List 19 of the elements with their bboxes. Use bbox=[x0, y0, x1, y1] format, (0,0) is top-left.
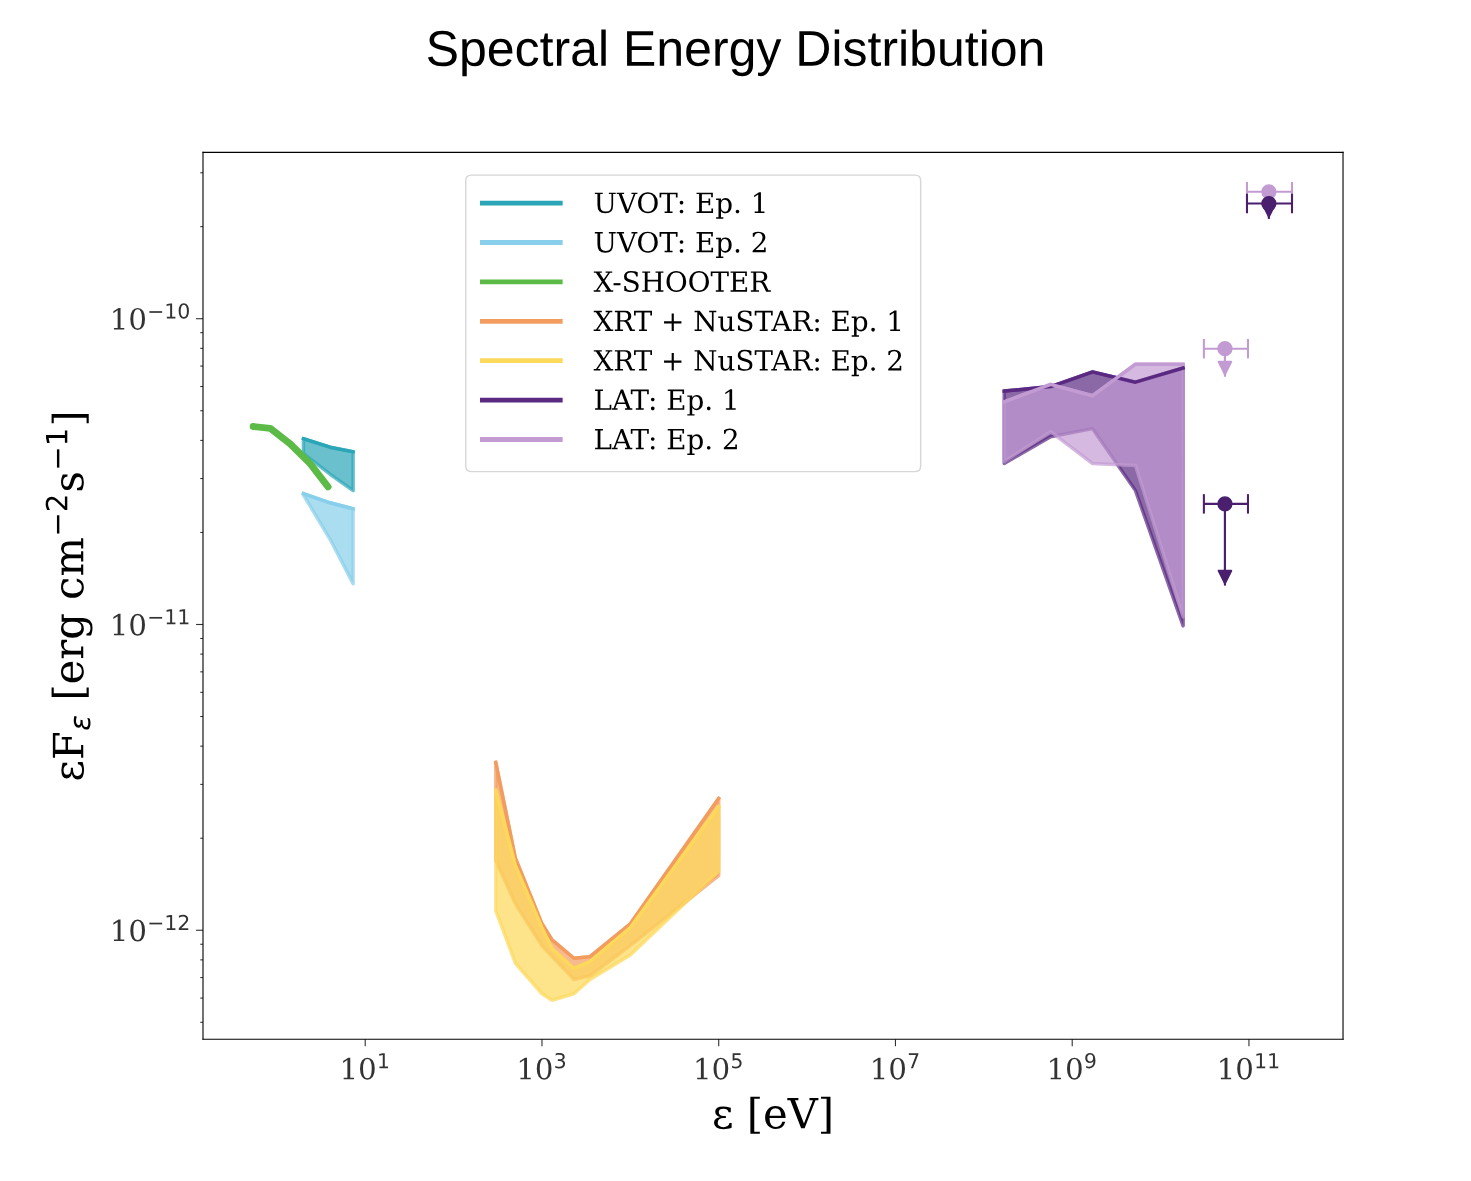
legend-label: X-SHOOTER bbox=[593, 271, 771, 293]
y-tick-label: 10$^{−11}$ bbox=[113, 609, 189, 636]
legend-label: LAT: Ep. 2 bbox=[595, 428, 737, 455]
legend-label: XRT + NuSTAR: Ep. 2 bbox=[593, 349, 902, 377]
chart-title: Spectral Energy Distribution bbox=[427, 29, 1043, 77]
x-tick-label: 10$^{1}$ bbox=[343, 1053, 389, 1080]
legend-label: LAT: Ep. 1 bbox=[595, 389, 736, 416]
x-tick-label: 10$^{5}$ bbox=[696, 1053, 742, 1080]
x-tick-label: 10$^{3}$ bbox=[519, 1052, 566, 1080]
x-tick-label: 10$^{11}$ bbox=[1220, 1053, 1279, 1080]
x-tick-label: 10$^{7}$ bbox=[873, 1053, 919, 1080]
x-tick-label: 10$^{9}$ bbox=[1050, 1052, 1096, 1080]
legend-label: UVOT: Ep. 1 bbox=[594, 192, 765, 219]
y-tick-label: 10$^{−10}$ bbox=[113, 303, 189, 330]
legend-label: UVOT: Ep. 2 bbox=[594, 231, 766, 259]
legend-label: XRT + NuSTAR: Ep. 1 bbox=[593, 310, 901, 337]
y-axis-title: εF$_{ε}$ [erg cm$^{−2}$s$^{−1}$] bbox=[45, 413, 93, 780]
x-axis-title: ε [eV] bbox=[714, 1096, 831, 1134]
y-tick-label: 10$^{−12}$ bbox=[113, 914, 189, 942]
